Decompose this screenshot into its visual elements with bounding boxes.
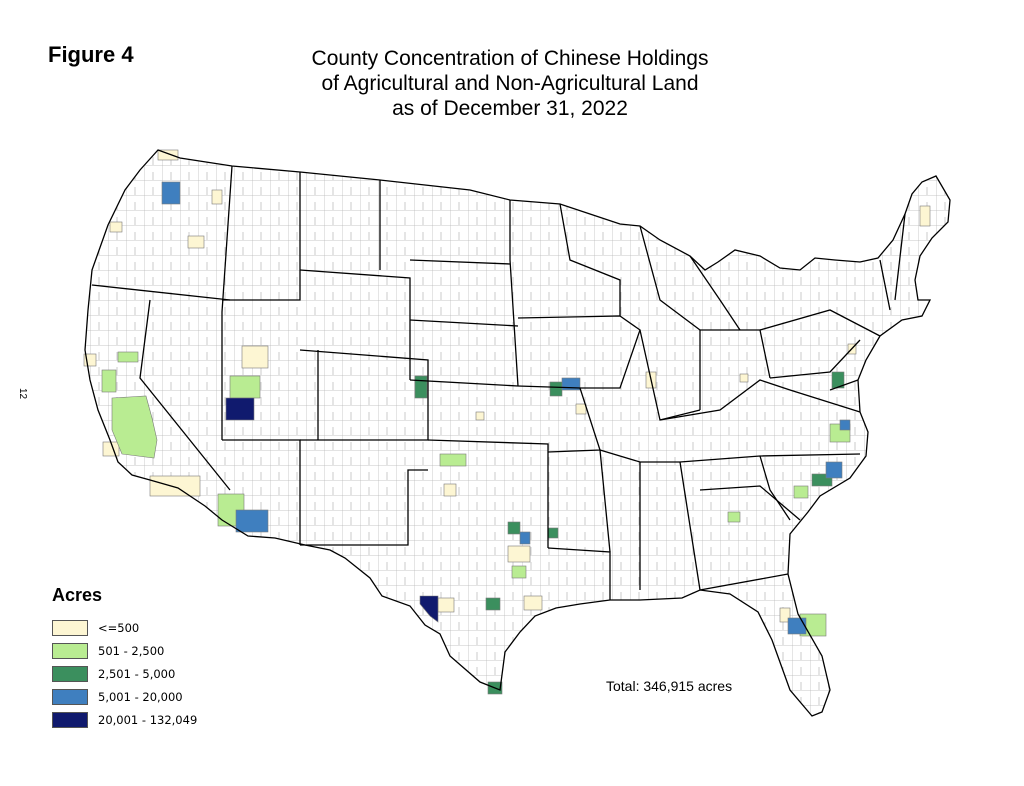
legend-label: 5,001 - 20,000 xyxy=(98,689,183,704)
county-holdings xyxy=(83,149,931,695)
legend-swatch xyxy=(52,619,88,636)
map-title: County Concentration of Chinese Holdings… xyxy=(260,46,760,121)
title-line-1: County Concentration of Chinese Holdings xyxy=(311,47,709,70)
legend-swatch xyxy=(52,688,88,705)
class-2501-5000 xyxy=(414,371,845,695)
legend-item: 20,001 - 132,049 xyxy=(52,708,197,731)
class-20001-132049 xyxy=(225,397,439,623)
legend-label: 20,001 - 132,049 xyxy=(98,712,198,727)
county-grid xyxy=(85,150,950,716)
title-line-2: of Agricultural and Non-Agricultural Lan… xyxy=(321,72,699,95)
legend-item: 2,501 - 5,000 xyxy=(52,662,197,685)
legend-swatch xyxy=(52,665,88,682)
class-le-500 xyxy=(83,149,931,623)
class-5001-20000 xyxy=(161,181,851,635)
legend-title: Acres xyxy=(52,585,103,605)
figure-label: Figure 4 xyxy=(48,42,134,67)
legend-swatch xyxy=(52,642,88,659)
title-line-3: as of December 31, 2022 xyxy=(392,97,628,120)
legend-swatch xyxy=(52,711,88,728)
legend-label: 501 - 2,500 xyxy=(98,643,165,658)
legend-item: 5,001 - 20,000 xyxy=(52,685,197,708)
legend-item: <=500 xyxy=(52,616,197,639)
class-501-2500 xyxy=(101,351,851,637)
legend-item: 501 - 2,500 xyxy=(52,639,197,662)
legend: Acres <=500 501 - 2,500 2,501 - 5,000 5,… xyxy=(52,585,197,731)
legend-label: <=500 xyxy=(98,620,140,635)
total-acres-label: Total: 346,915 acres xyxy=(606,678,733,694)
state-borders xyxy=(84,149,951,717)
legend-label: 2,501 - 5,000 xyxy=(98,666,176,681)
